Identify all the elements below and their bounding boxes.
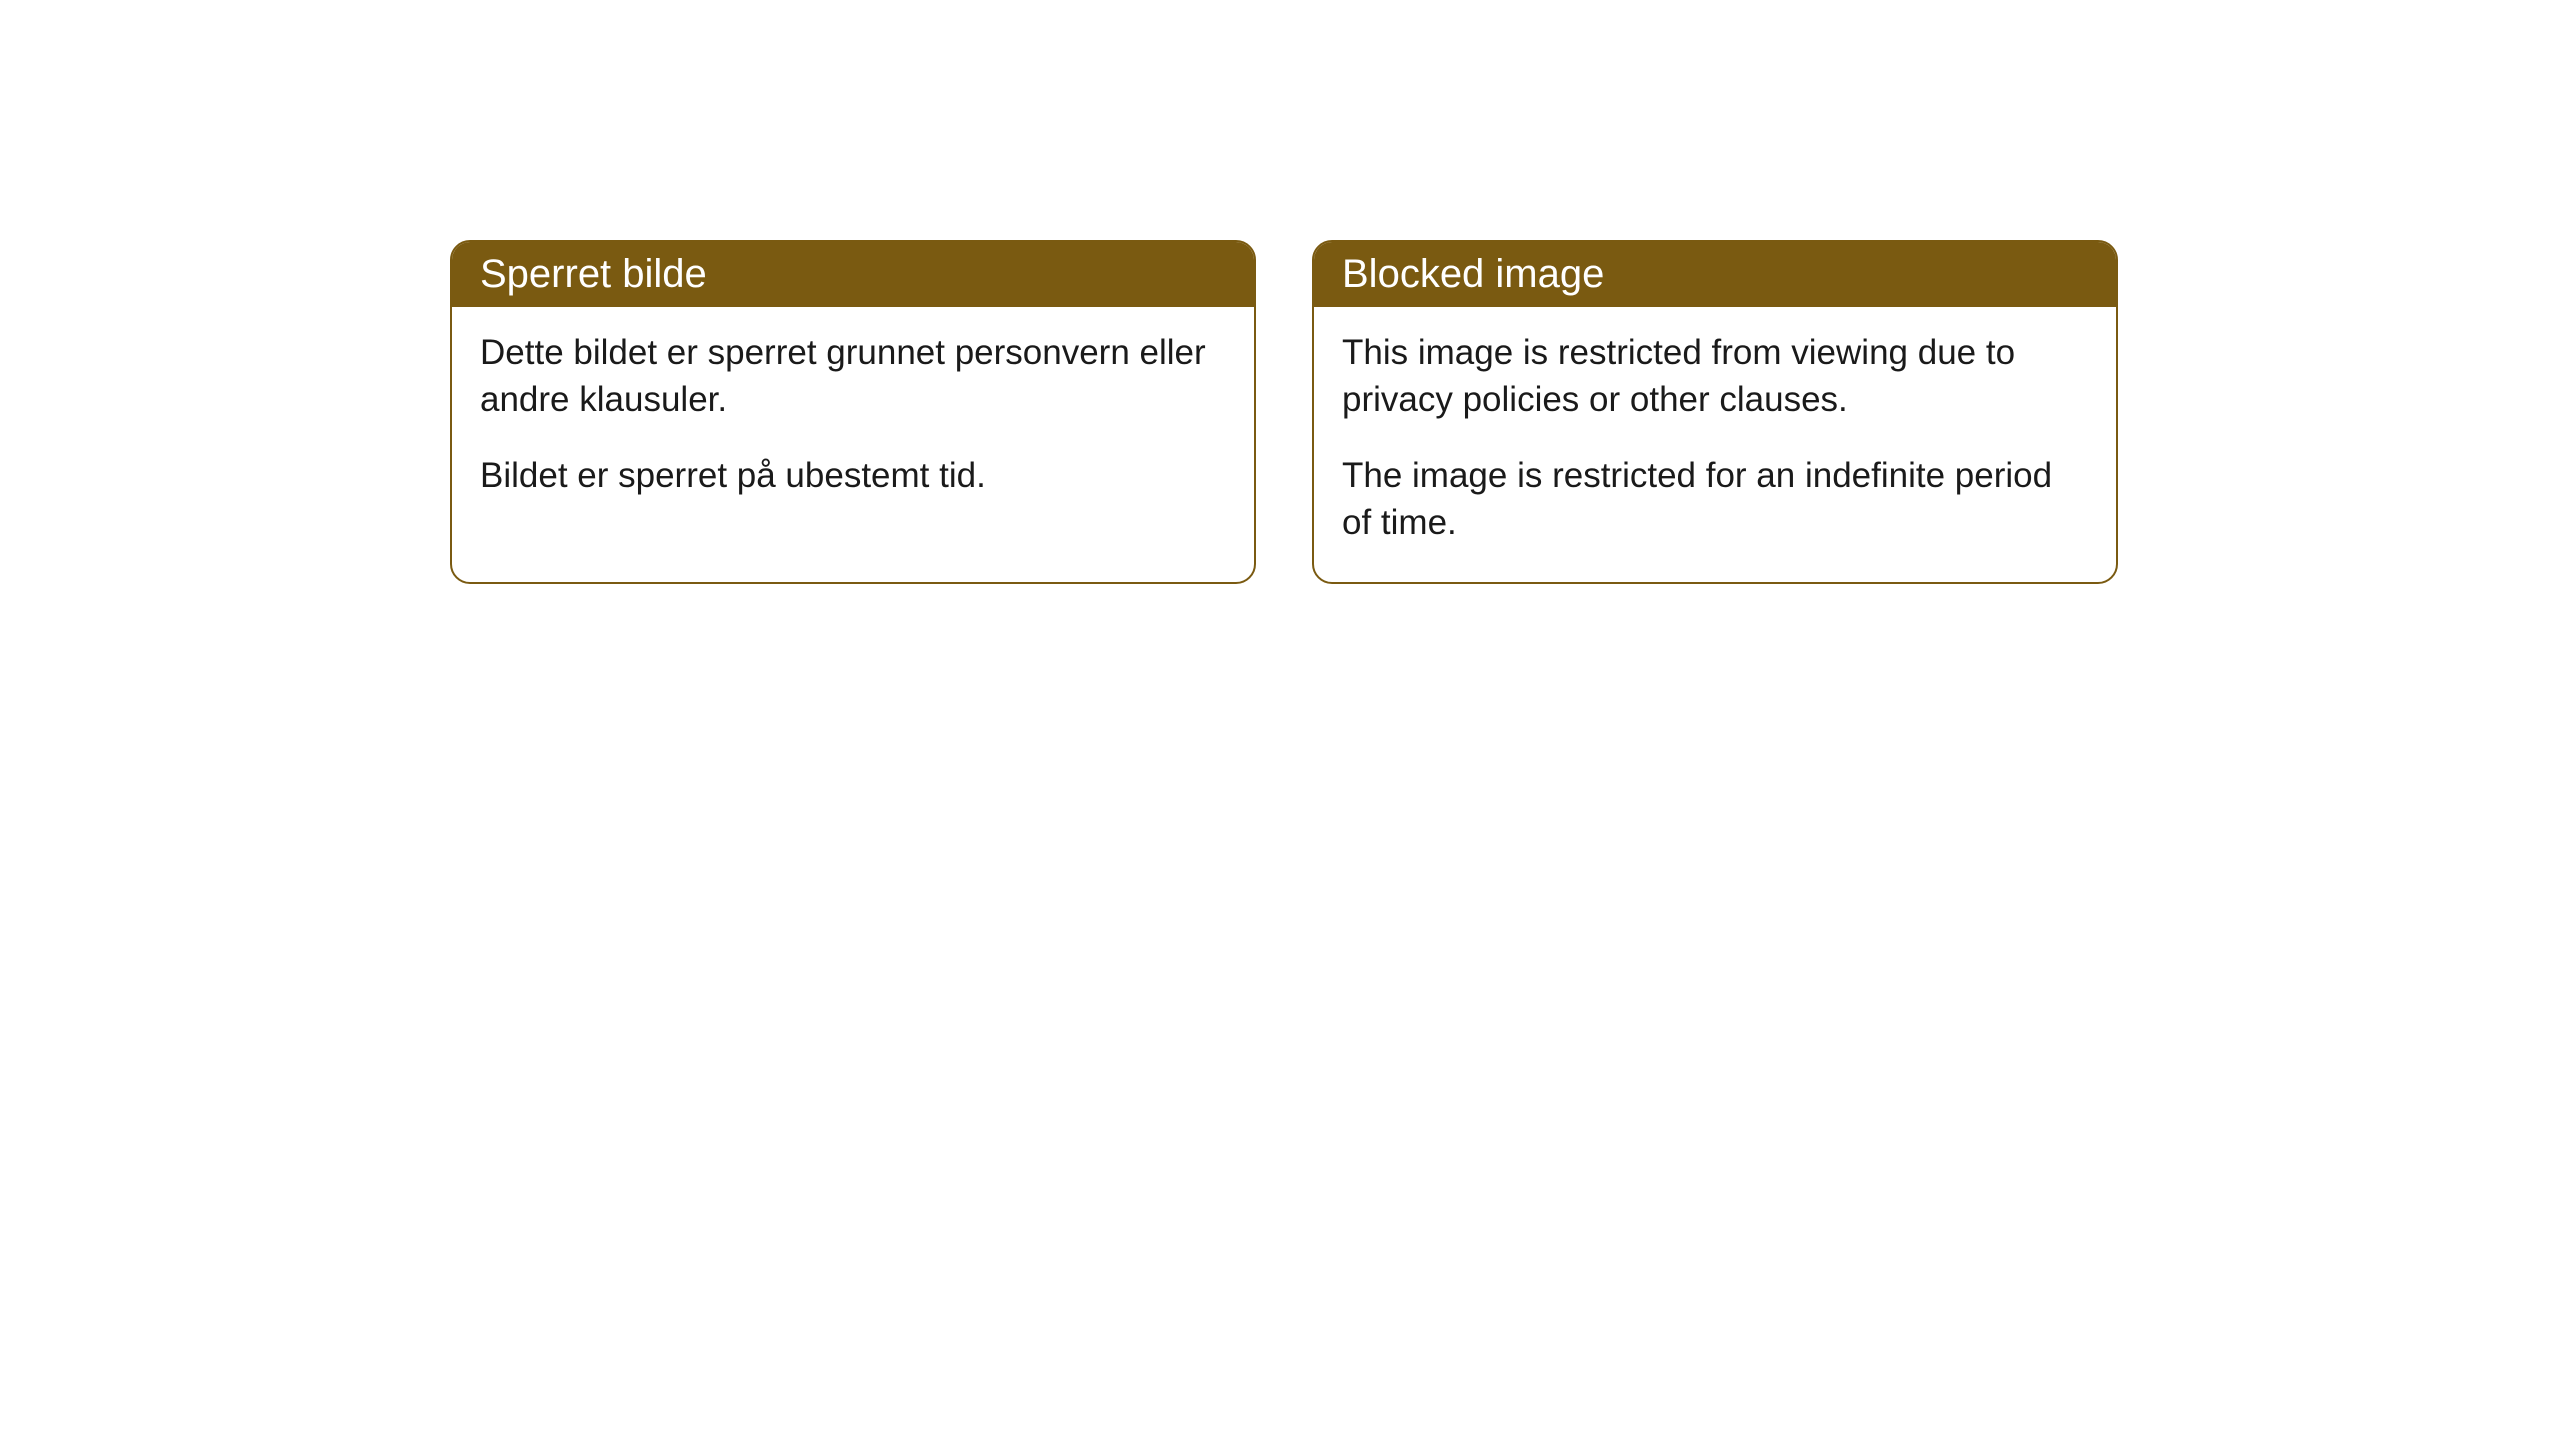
norwegian-card-header: Sperret bilde xyxy=(452,242,1254,307)
norwegian-paragraph-2: Bildet er sperret på ubestemt tid. xyxy=(480,452,1226,499)
english-paragraph-1: This image is restricted from viewing du… xyxy=(1342,329,2088,424)
english-notice-card: Blocked image This image is restricted f… xyxy=(1312,240,2118,584)
notice-cards-container: Sperret bilde Dette bildet er sperret gr… xyxy=(450,240,2118,584)
norwegian-paragraph-1: Dette bildet er sperret grunnet personve… xyxy=(480,329,1226,424)
norwegian-notice-card: Sperret bilde Dette bildet er sperret gr… xyxy=(450,240,1256,584)
norwegian-card-title: Sperret bilde xyxy=(480,252,707,296)
english-card-title: Blocked image xyxy=(1342,252,1604,296)
english-card-body: This image is restricted from viewing du… xyxy=(1314,307,2116,582)
english-card-header: Blocked image xyxy=(1314,242,2116,307)
norwegian-card-body: Dette bildet er sperret grunnet personve… xyxy=(452,307,1254,535)
english-paragraph-2: The image is restricted for an indefinit… xyxy=(1342,452,2088,547)
